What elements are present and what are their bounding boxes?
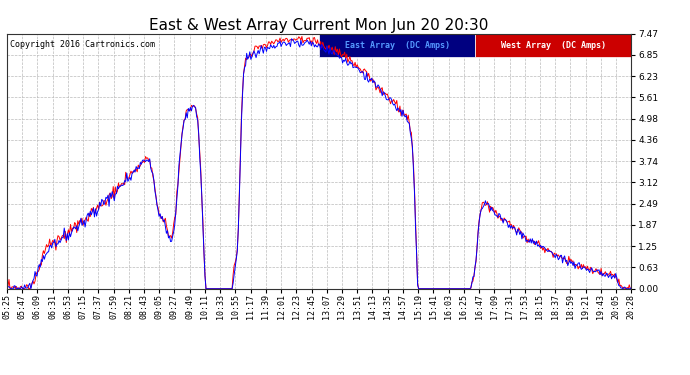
Text: West Array  (DC Amps): West Array (DC Amps) (501, 41, 606, 50)
Text: East Array  (DC Amps): East Array (DC Amps) (345, 41, 450, 50)
Title: East & West Array Current Mon Jun 20 20:30: East & West Array Current Mon Jun 20 20:… (150, 18, 489, 33)
Text: Copyright 2016 Cartronics.com: Copyright 2016 Cartronics.com (10, 40, 155, 49)
Bar (475, 34, 631, 57)
Bar (319, 34, 475, 57)
